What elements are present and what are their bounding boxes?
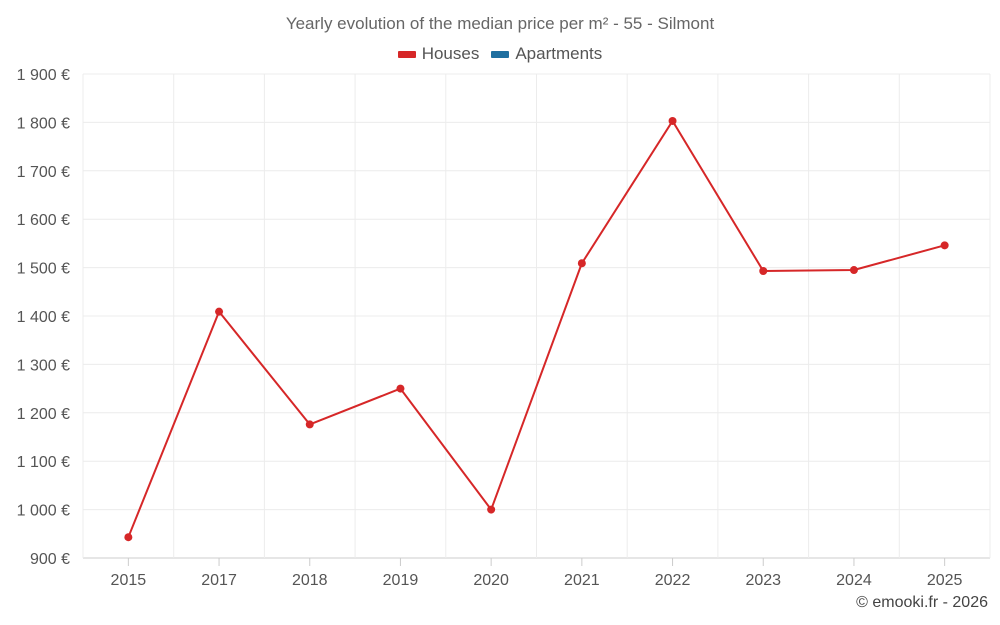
data-point-houses — [124, 533, 133, 542]
y-tick-label: 1 200 € — [17, 406, 70, 423]
y-tick-label: 1 900 € — [17, 67, 70, 84]
y-tick-label: 900 € — [30, 551, 70, 568]
legend-item-apartments[interactable]: Apartments — [491, 44, 602, 64]
y-tick-label: 1 000 € — [17, 503, 70, 520]
y-tick-label: 1 100 € — [17, 454, 70, 471]
legend-swatch-houses — [397, 50, 416, 58]
legend-swatch-apartments — [491, 50, 510, 58]
x-tick-label: 2025 — [927, 572, 963, 589]
x-tick-label: 2018 — [292, 572, 328, 589]
x-tick-label: 2024 — [836, 572, 872, 589]
data-point-houses — [305, 420, 314, 429]
y-tick-label: 1 700 € — [17, 164, 70, 181]
credit-text: © emooki.fr - 2026 — [856, 594, 988, 611]
x-tick-label: 2015 — [111, 572, 147, 589]
chart-title: Yearly evolution of the median price per… — [285, 14, 715, 33]
legend-label-houses: Houses — [421, 44, 480, 63]
chart-legend: Houses Apartments — [0, 44, 1000, 64]
x-tick-label: 2017 — [201, 572, 237, 589]
y-tick-label: 1 600 € — [17, 212, 70, 229]
legend-item-houses[interactable]: Houses — [397, 44, 480, 64]
y-tick-label: 1 400 € — [17, 309, 70, 326]
series-line-houses — [127, 119, 945, 538]
x-tick-label: 2020 — [473, 572, 509, 589]
data-point-houses — [759, 266, 768, 275]
x-tick-label: 2023 — [745, 572, 781, 589]
data-point-houses — [940, 241, 949, 250]
y-tick-label: 1 800 € — [17, 115, 70, 132]
x-tick-label: 2021 — [564, 572, 600, 589]
x-tick-label: 2019 — [383, 572, 419, 589]
data-point-houses — [577, 259, 586, 268]
legend-label-apartments: Apartments — [515, 44, 603, 63]
data-point-houses — [396, 384, 405, 393]
data-point-houses — [215, 307, 224, 316]
data-point-houses — [849, 266, 858, 275]
x-tick-label: 2022 — [655, 572, 691, 589]
data-point-houses — [487, 505, 496, 514]
y-tick-label: 1 500 € — [17, 261, 70, 278]
data-point-houses — [668, 116, 677, 125]
y-tick-label: 1 300 € — [17, 357, 70, 374]
